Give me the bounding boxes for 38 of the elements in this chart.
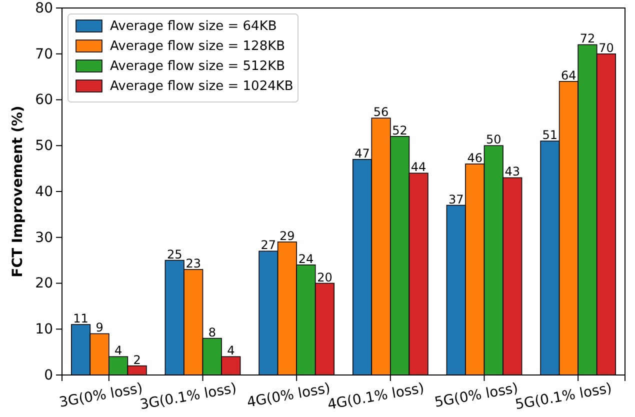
data-label: 4 xyxy=(114,344,122,358)
data-label: 29 xyxy=(280,228,295,243)
y-tick-label: 50 xyxy=(35,138,53,154)
data-label: 56 xyxy=(373,105,389,120)
data-label: 37 xyxy=(448,192,464,206)
data-label: 50 xyxy=(486,132,502,147)
legend-label: Average flow size = 1024KB xyxy=(110,79,294,94)
legend-label: Average flow size = 64KB xyxy=(110,19,277,34)
y-axis-title: FCT Improvement (%) xyxy=(10,106,26,278)
data-label: 43 xyxy=(504,164,520,179)
data-label: 8 xyxy=(208,325,216,340)
data-label: 46 xyxy=(467,150,483,165)
data-label: 9 xyxy=(96,320,104,335)
legend-label: Average flow size = 512KB xyxy=(110,59,286,74)
data-label: 52 xyxy=(392,123,408,138)
data-label: 27 xyxy=(260,238,276,252)
data-label: 72 xyxy=(580,32,596,46)
y-tick-label: 10 xyxy=(35,322,53,338)
y-tick-label: 60 xyxy=(35,92,53,108)
data-label: 20 xyxy=(317,270,332,284)
data-label: 25 xyxy=(166,247,182,262)
y-tick-label: 70 xyxy=(35,46,53,62)
y-tick-label: 40 xyxy=(35,184,53,200)
data-label: 64 xyxy=(561,68,576,82)
y-tick-label: 20 xyxy=(35,276,53,292)
data-label: 47 xyxy=(354,146,370,160)
legend-label: Average flow size = 128KB xyxy=(110,39,286,54)
data-label: 4 xyxy=(227,344,235,358)
data-label: 2 xyxy=(133,352,141,367)
data-label: 11 xyxy=(73,312,88,326)
data-label: 23 xyxy=(186,256,202,270)
y-tick-label: 80 xyxy=(35,0,53,16)
y-tick-label: 30 xyxy=(35,230,53,246)
y-tick-label: 0 xyxy=(44,367,53,384)
data-label: 51 xyxy=(542,128,558,142)
data-label: 70 xyxy=(598,40,614,55)
data-label: 44 xyxy=(410,160,426,174)
data-label: 24 xyxy=(298,252,314,266)
